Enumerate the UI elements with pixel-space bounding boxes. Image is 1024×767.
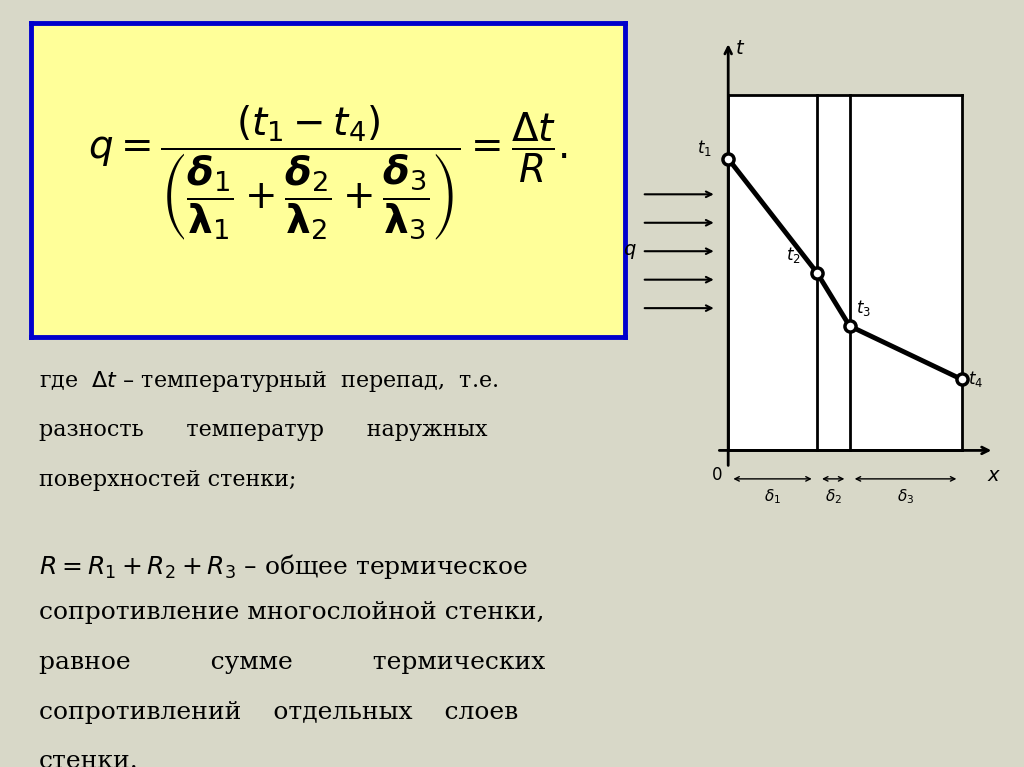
Text: $t_4$: $t_4$ xyxy=(968,369,983,390)
Text: $t_1$: $t_1$ xyxy=(697,138,713,158)
Text: стенки.: стенки. xyxy=(39,750,138,767)
Text: $t_2$: $t_2$ xyxy=(786,245,801,265)
Bar xyxy=(850,94,962,450)
Bar xyxy=(728,94,817,450)
Text: сопротивление многослойной стенки,: сопротивление многослойной стенки, xyxy=(39,601,545,624)
Text: $q$: $q$ xyxy=(624,242,637,261)
Text: $q = \dfrac{\left(t_1 - t_4\right)}{\left(\dfrac{\boldsymbol{\delta}_1}{\boldsym: $q = \dfrac{\left(t_1 - t_4\right)}{\lef… xyxy=(88,104,567,243)
Text: $\delta_2$: $\delta_2$ xyxy=(824,487,842,506)
Text: $0$: $0$ xyxy=(711,466,722,484)
Text: $\delta_3$: $\delta_3$ xyxy=(897,487,914,506)
Text: $\delta_1$: $\delta_1$ xyxy=(764,487,781,506)
Text: $t_3$: $t_3$ xyxy=(856,298,871,318)
Text: $t$: $t$ xyxy=(735,39,745,58)
Text: разность      температур      наружных: разность температур наружных xyxy=(39,419,487,441)
Text: $R = R_1 + R_2 + R_3$ – общее термическое: $R = R_1 + R_2 + R_3$ – общее термическо… xyxy=(39,551,527,581)
Text: поверхностей стенки;: поверхностей стенки; xyxy=(39,469,296,491)
Text: $x$: $x$ xyxy=(987,466,1001,485)
Bar xyxy=(817,94,850,450)
Text: сопротивлений    отдельных    слоев: сопротивлений отдельных слоев xyxy=(39,701,518,724)
Text: где  $\Delta t$ – температурный  перепад,  т.е.: где $\Delta t$ – температурный перепад, … xyxy=(39,370,499,394)
Text: равное          сумме          термических: равное сумме термических xyxy=(39,651,545,674)
